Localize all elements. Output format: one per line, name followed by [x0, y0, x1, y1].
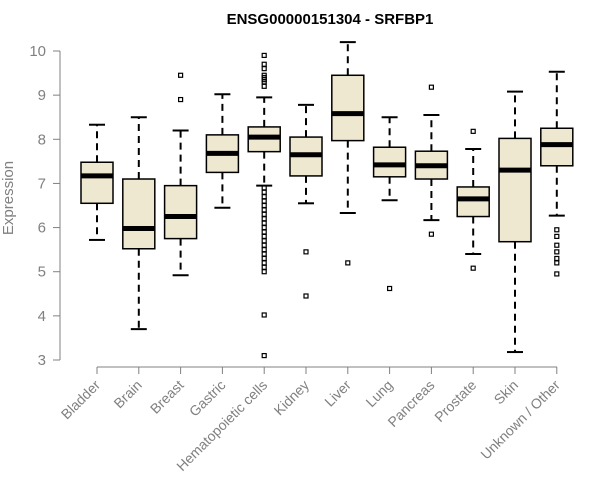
y-tick-label: 6 [38, 220, 46, 237]
outlier-point [261, 233, 267, 239]
y-tick-label: 9 [38, 87, 46, 104]
outlier-point [261, 83, 267, 89]
box-hematopoietic-cells [247, 52, 281, 359]
iqr-box [163, 184, 198, 240]
iqr-box [456, 186, 490, 218]
iqr-box [372, 146, 407, 178]
x-tick-label: Unknown / Other [477, 377, 563, 463]
box-lung [372, 116, 407, 292]
outlier-point [178, 72, 184, 78]
iqr-box [331, 74, 365, 142]
y-tick-label: 4 [38, 308, 46, 325]
outlier-point [261, 264, 267, 270]
outlier-point [261, 251, 267, 257]
chart-title: ENSG00000151304 - SRFBP1 [227, 11, 434, 28]
outlier-point [261, 242, 267, 248]
outlier-point [428, 84, 434, 90]
outlier-point [261, 211, 267, 217]
y-tick-label: 8 [38, 131, 46, 148]
outlier-point [261, 312, 267, 318]
box-kidney [289, 103, 323, 299]
outlier-point [303, 293, 309, 299]
iqr-box [498, 137, 532, 243]
x-tick-label: Kidney [271, 377, 313, 419]
box-breast [163, 72, 198, 277]
outlier-point [261, 224, 267, 231]
y-tick-label: 7 [38, 175, 46, 192]
box-prostate [456, 128, 490, 271]
outlier-point [261, 66, 267, 72]
outlier-point [178, 96, 184, 103]
y-ticks: 3 4 5 6 7 8 9 10 [29, 43, 60, 369]
y-tick-label: 5 [38, 264, 46, 281]
outlier-point [261, 255, 267, 262]
outlier-point [387, 285, 393, 292]
x-tick-label: Liver [321, 377, 354, 410]
x-tick-label: Skin [491, 377, 522, 408]
outlier-point [261, 72, 267, 78]
outlier-point [554, 260, 560, 266]
outlier-point [261, 229, 267, 235]
outlier-point [261, 269, 267, 275]
x-tick-label: Prostate [431, 377, 479, 425]
outlier-point [428, 231, 434, 237]
x-tick-label: Brain [110, 377, 144, 411]
outlier-point [261, 194, 267, 200]
outlier-point [554, 227, 560, 233]
boxes [80, 41, 574, 359]
box-bladder [80, 123, 114, 241]
outlier-point [261, 202, 267, 209]
outlier-point [261, 61, 267, 67]
y-axis-label: Expression [0, 161, 17, 235]
outlier-point [261, 220, 267, 226]
box-brain [122, 116, 156, 331]
iqr-box [122, 178, 156, 250]
outlier-point [554, 242, 560, 248]
outlier-point [345, 260, 351, 266]
outlier-point [554, 271, 560, 277]
outlier-point [261, 198, 267, 204]
outlier-point [261, 260, 267, 266]
outlier-point [554, 233, 560, 239]
outlier-point [261, 247, 267, 253]
y-tick-label: 10 [29, 43, 46, 60]
outlier-point [470, 128, 476, 134]
x-tick-label: Lung [362, 377, 395, 410]
outlier-point [261, 352, 267, 359]
box-unknown-other [540, 70, 574, 277]
y-tick-label: 3 [38, 352, 46, 369]
outlier-point [261, 216, 267, 222]
outlier-point [554, 255, 560, 262]
box-gastric [205, 93, 240, 209]
x-tick-label: Bladder [58, 377, 104, 423]
outlier-point [470, 265, 476, 271]
outlier-point [261, 207, 267, 213]
box-pancreas [414, 84, 449, 237]
iqr-box [80, 161, 114, 205]
box-skin [498, 90, 532, 354]
outlier-point [554, 249, 560, 255]
outlier-point [303, 249, 309, 255]
outlier-point [261, 52, 267, 59]
outlier-point [261, 189, 267, 195]
outlier-point [261, 238, 267, 244]
box-liver [331, 41, 365, 266]
x-tick-label: Breast [147, 377, 187, 417]
